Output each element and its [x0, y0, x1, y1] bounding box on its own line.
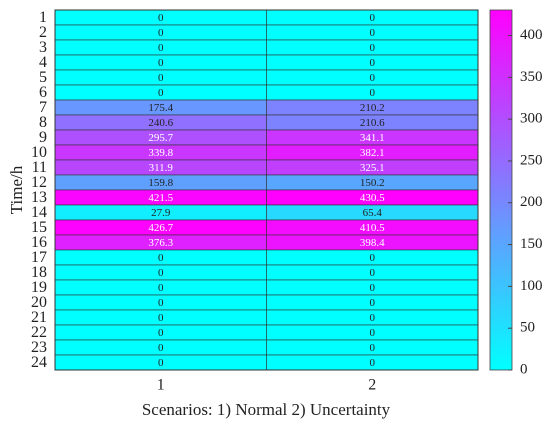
- cell-label: 0: [370, 342, 376, 354]
- row-label: 13: [31, 189, 47, 206]
- cell-label: 175.4: [148, 102, 173, 114]
- cell-label: 0: [370, 27, 376, 39]
- row-label: 17: [31, 249, 47, 266]
- row-label: 1: [39, 9, 47, 26]
- cell-label: 311.9: [149, 162, 174, 174]
- cell-label: 27.9: [151, 207, 171, 219]
- colorbar-tick-label: 300: [520, 111, 543, 127]
- colorbar-tick-label: 100: [520, 278, 543, 294]
- cell-label: 398.4: [360, 237, 385, 249]
- cell-label: 0: [158, 72, 164, 84]
- colorbar-tick-label: 400: [520, 27, 543, 43]
- cell-label: 0: [370, 12, 376, 24]
- colorbar-tick-label: 200: [520, 194, 543, 210]
- column-label: 2: [368, 377, 376, 394]
- cell-label: 0: [158, 282, 164, 294]
- cell-label: 421.5: [148, 192, 173, 204]
- colorbar-tick-label: 150: [520, 236, 543, 252]
- row-label: 23: [31, 339, 47, 356]
- cell-label: 0: [158, 57, 164, 69]
- row-label: 18: [31, 264, 47, 281]
- row-label: 8: [39, 114, 47, 131]
- cell-label: 382.1: [360, 147, 385, 159]
- cell-label: 341.1: [360, 132, 385, 144]
- cell-label: 376.3: [148, 237, 173, 249]
- row-label: 12: [31, 174, 47, 191]
- row-label: 7: [39, 99, 47, 116]
- cell-label: 430.5: [360, 192, 385, 204]
- row-label: 20: [31, 294, 47, 311]
- colorbar: [489, 9, 513, 371]
- cell-label: 0: [158, 312, 164, 324]
- cell-label: 0: [370, 312, 376, 324]
- cell-label: 0: [370, 327, 376, 339]
- cell-label: 0: [158, 342, 164, 354]
- cell-label: 0: [158, 87, 164, 99]
- colorbar-tick-label: 50: [520, 320, 535, 336]
- colorbar-tick-label: 350: [520, 69, 543, 85]
- cell-label: 0: [370, 267, 376, 279]
- plot-frame: [54, 9, 479, 371]
- cell-label: 0: [370, 57, 376, 69]
- row-label: 15: [31, 219, 47, 236]
- row-label: 6: [39, 84, 47, 101]
- cell-label: 325.1: [360, 162, 385, 174]
- row-label: 3: [39, 39, 47, 56]
- row-label: 5: [39, 69, 47, 86]
- row-label: 11: [32, 159, 47, 176]
- cell-label: 210.6: [360, 117, 385, 129]
- y-axis-title: Time/h: [7, 165, 26, 214]
- cell-label: 0: [158, 12, 164, 24]
- cell-label: 295.7: [148, 132, 173, 144]
- row-label: 10: [31, 144, 47, 161]
- cell-label: 0: [158, 267, 164, 279]
- row-label: 9: [39, 129, 47, 146]
- cell-label: 150.2: [360, 177, 385, 189]
- cell-label: 0: [158, 42, 164, 54]
- cell-label: 159.8: [148, 177, 173, 189]
- colorbar-tick-label: 0: [520, 361, 528, 377]
- row-label: 19: [31, 279, 47, 296]
- cell-label: 0: [158, 297, 164, 309]
- cell-label: 410.5: [360, 222, 385, 234]
- cell-label: 0: [370, 42, 376, 54]
- row-label: 2: [39, 24, 47, 41]
- row-label: 22: [31, 324, 47, 341]
- cell-label: 0: [370, 252, 376, 264]
- cell-label: 0: [158, 27, 164, 39]
- cell-label: 240.6: [148, 117, 173, 129]
- row-label: 4: [39, 54, 47, 71]
- cell-label: 210.2: [360, 102, 385, 114]
- row-label: 16: [31, 234, 47, 251]
- cell-label: 0: [158, 252, 164, 264]
- row-label: 14: [31, 204, 47, 221]
- column-label: 1: [157, 377, 165, 394]
- cell-label: 0: [158, 327, 164, 339]
- cell-label: 0: [158, 357, 164, 369]
- row-label: 21: [31, 309, 47, 326]
- x-axis-title: Scenarios: 1) Normal 2) Uncertainty: [142, 400, 391, 419]
- cell-label: 65.4: [363, 207, 383, 219]
- cell-label: 0: [370, 357, 376, 369]
- cell-label: 339.8: [148, 147, 173, 159]
- row-label: 24: [31, 354, 47, 371]
- cell-label: 0: [370, 282, 376, 294]
- cell-label: 0: [370, 87, 376, 99]
- cell-label: 0: [370, 72, 376, 84]
- colorbar-tick-label: 250: [520, 152, 543, 168]
- cell-label: 0: [370, 297, 376, 309]
- cell-label: 426.7: [148, 222, 173, 234]
